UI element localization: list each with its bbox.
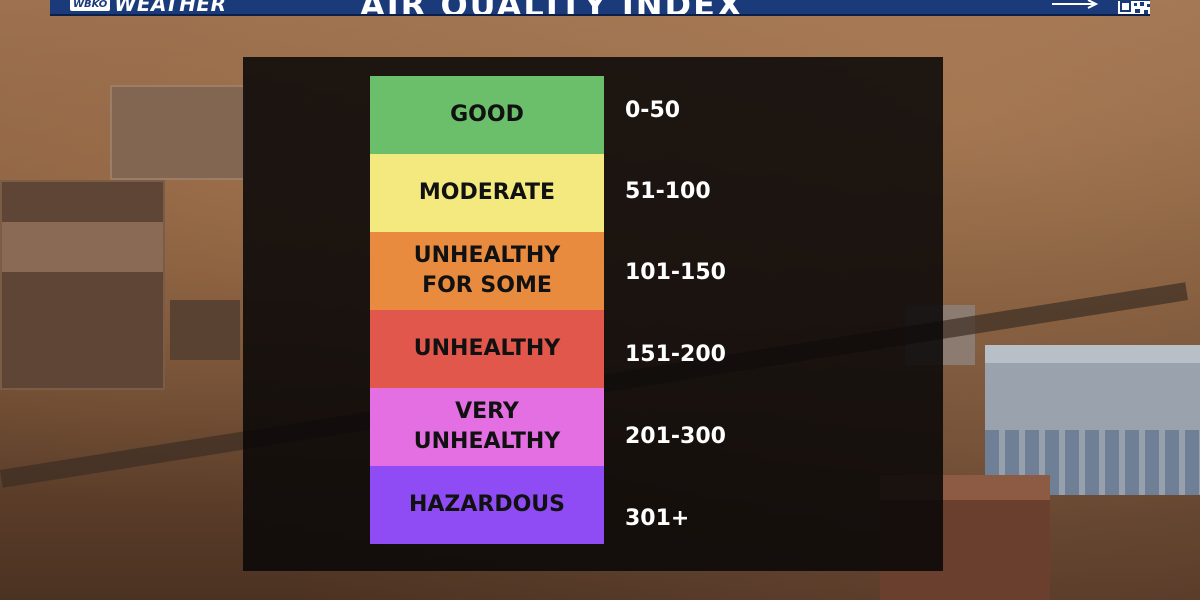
aqi-level-label: MODERATE [418, 180, 556, 205]
aqi-range-hazardous: 301+ [625, 506, 690, 531]
background-building [170, 300, 240, 360]
aqi-level-hazardous: HAZARDOUS [370, 466, 604, 544]
aqi-level-label: UNHEALTHY FOR SOME [413, 243, 561, 298]
aqi-level-unhealthy-for-some: UNHEALTHY FOR SOME [370, 232, 604, 310]
aqi-panel: GOOD MODERATE UNHEALTHY FOR SOME UNHEALT… [243, 57, 943, 571]
page-title: AIR QUALITY INDEX [360, 0, 744, 14]
qr-code-icon [1117, 0, 1150, 14]
aqi-level-very-unhealthy: VERY UNHEALTHY [370, 388, 604, 466]
aqi-level-unhealthy: UNHEALTHY [370, 310, 604, 388]
aqi-level-label: UNHEALTHY [413, 336, 561, 361]
logo-badge: WBKO [70, 0, 111, 11]
background-warehouse [985, 345, 1200, 495]
arrow-right-icon [1052, 0, 1099, 9]
aqi-range-good: 0-50 [625, 98, 681, 123]
aqi-level-label: HAZARDOUS [408, 492, 566, 517]
background-building [0, 180, 165, 390]
title-bar: WBKO WEATHER AIR QUALITY INDEX [50, 0, 1150, 16]
aqi-level-moderate: MODERATE [370, 154, 604, 232]
aqi-range-unhealthy: 151-200 [625, 342, 726, 367]
aqi-range-unhealthy-for-some: 101-150 [625, 260, 726, 285]
background-building [110, 85, 245, 180]
aqi-level-good: GOOD [370, 76, 604, 154]
aqi-range-very-unhealthy: 201-300 [625, 424, 726, 449]
aqi-level-label: VERY UNHEALTHY [413, 399, 561, 454]
logo-text: WEATHER [114, 0, 227, 16]
aqi-range-moderate: 51-100 [625, 179, 711, 204]
station-logo: WBKO WEATHER [70, 0, 227, 16]
aqi-color-scale: GOOD MODERATE UNHEALTHY FOR SOME UNHEALT… [370, 76, 604, 544]
aqi-level-label: GOOD [450, 102, 524, 127]
